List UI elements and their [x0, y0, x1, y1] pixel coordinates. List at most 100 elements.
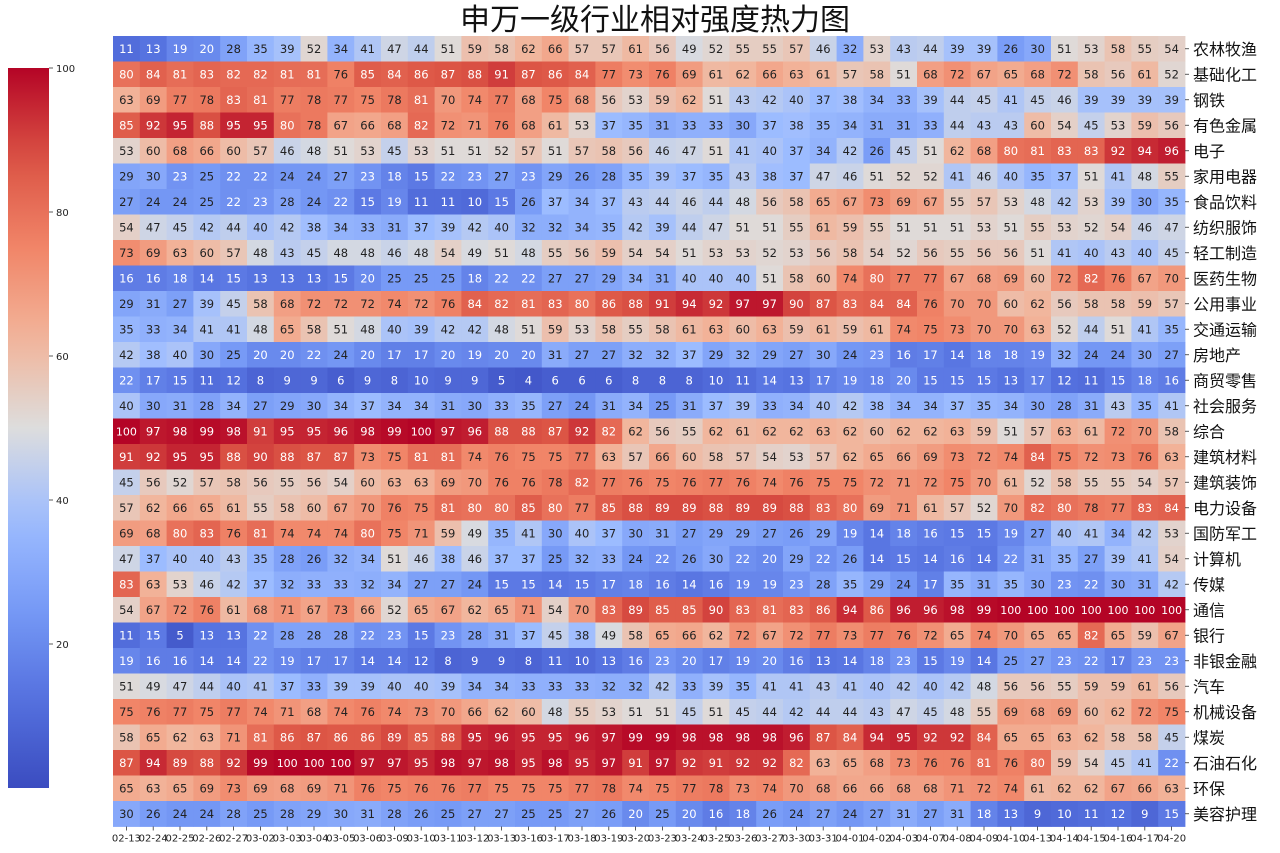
cell-value-label: 31 [896, 807, 911, 821]
cell-value-label: 69 [869, 501, 884, 515]
heatmap-cell [943, 444, 971, 470]
heatmap-cell [809, 673, 837, 700]
cell-value-label: 30 [628, 526, 643, 540]
heatmap-cell [702, 61, 730, 88]
cell-value-label: 31 [360, 807, 375, 821]
heatmap-cell [541, 138, 569, 164]
heatmap-cell [300, 418, 328, 445]
cell-value-label: 17 [1030, 373, 1045, 387]
heatmap-cell [917, 469, 945, 496]
cell-value-label: 56 [762, 195, 777, 209]
cell-value-label: 92 [146, 450, 161, 464]
cell-value-label: 35 [628, 118, 643, 132]
cell-value-label: 83 [843, 297, 858, 311]
cell-value-label: 19 [735, 577, 750, 591]
cell-value-label: 51 [387, 552, 402, 566]
cell-value-label: 74 [253, 705, 268, 719]
heatmap-cell [541, 112, 569, 139]
cell-value-label: 44 [1084, 322, 1099, 336]
heatmap-cell [595, 546, 623, 572]
row-label: 美容护理 [1193, 805, 1257, 824]
cell-value-label: 34 [816, 144, 831, 158]
heatmap-cell [515, 546, 543, 572]
cell-value-label: 18 [1137, 373, 1152, 387]
heatmap-cell [354, 393, 382, 419]
cell-value-label: 77 [601, 67, 616, 81]
heatmap-cell [649, 775, 677, 802]
cell-value-label: 47 [709, 220, 724, 234]
cell-value-label: 87 [521, 67, 536, 81]
heatmap-cell [1104, 495, 1132, 521]
heatmap-cell [836, 61, 864, 88]
heatmap-cell [139, 87, 167, 113]
heatmap-cell [1077, 138, 1105, 164]
heatmap-cell [729, 265, 757, 292]
heatmap-cell [139, 520, 167, 547]
cell-value-label: 30 [1030, 577, 1045, 591]
heatmap-cell [890, 495, 918, 521]
cell-value-label: 84 [467, 297, 482, 311]
cell-value-label: 75 [548, 450, 563, 464]
heatmap-cell [220, 648, 248, 674]
heatmap-cell [220, 597, 248, 623]
heatmap-cell [461, 36, 489, 62]
cell-value-label: 65 [173, 781, 188, 795]
heatmap-cell [622, 750, 650, 776]
heatmap-cell [836, 724, 864, 751]
heatmap-cell [568, 418, 596, 445]
cell-value-label: 57 [575, 42, 590, 56]
cell-value-label: 95 [467, 730, 482, 744]
heatmap-cell [381, 520, 409, 547]
heatmap-cell [1104, 444, 1132, 470]
heatmap-cell [970, 571, 998, 598]
cell-value-label: 81 [441, 450, 456, 464]
heatmap-cell [622, 291, 650, 317]
cell-value-label: 28 [280, 628, 295, 642]
heatmap-cell [1131, 418, 1159, 445]
cell-value-label: 56 [253, 475, 268, 489]
cell-value-label: 45 [307, 246, 322, 260]
cell-value-label: 13 [280, 271, 295, 285]
cell-value-label: 22 [119, 373, 134, 387]
heatmap-cell [193, 316, 221, 343]
cell-value-label: 39 [977, 42, 992, 56]
heatmap-cell [863, 750, 891, 776]
cell-value-label: 48 [548, 705, 563, 719]
cell-value-label: 83 [601, 603, 616, 617]
cell-value-label: 39 [709, 679, 724, 693]
heatmap-cell [434, 469, 462, 496]
cell-value-label: 74 [762, 781, 777, 795]
cell-value-label: 47 [896, 705, 911, 719]
cell-value-label: 65 [494, 603, 509, 617]
cell-value-label: 27 [548, 271, 563, 285]
heatmap-cell [273, 418, 301, 445]
cell-value-label: 33 [575, 679, 590, 693]
cell-value-label: 51 [441, 144, 456, 158]
cell-value-label: 56 [977, 246, 992, 260]
heatmap-cell [568, 240, 596, 266]
heatmap-cell [917, 214, 945, 241]
cell-value-label: 56 [628, 144, 643, 158]
cell-value-label: 22 [226, 195, 241, 209]
cell-value-label: 67 [923, 195, 938, 209]
cell-value-label: 96 [1164, 144, 1179, 158]
cell-value-label: 74 [1003, 781, 1018, 795]
cell-value-label: 25 [441, 271, 456, 285]
cell-value-label: 82 [575, 475, 590, 489]
cell-value-label: 75 [521, 781, 536, 795]
cell-value-label: 91 [655, 297, 670, 311]
heatmap-cell [1104, 291, 1132, 317]
heatmap-cell [354, 724, 382, 751]
heatmap-cell [273, 648, 301, 674]
cell-value-label: 74 [307, 526, 322, 540]
cell-value-label: 63 [709, 322, 724, 336]
heatmap-cell [1051, 342, 1079, 368]
heatmap-cell [193, 189, 221, 215]
heatmap-cell [809, 750, 837, 776]
heatmap-cell [488, 316, 516, 343]
cell-value-label: 55 [762, 42, 777, 56]
cell-value-label: 14 [923, 552, 938, 566]
heatmap-cell [434, 648, 462, 674]
heatmap-cell [113, 469, 141, 496]
cell-value-label: 99 [628, 730, 643, 744]
